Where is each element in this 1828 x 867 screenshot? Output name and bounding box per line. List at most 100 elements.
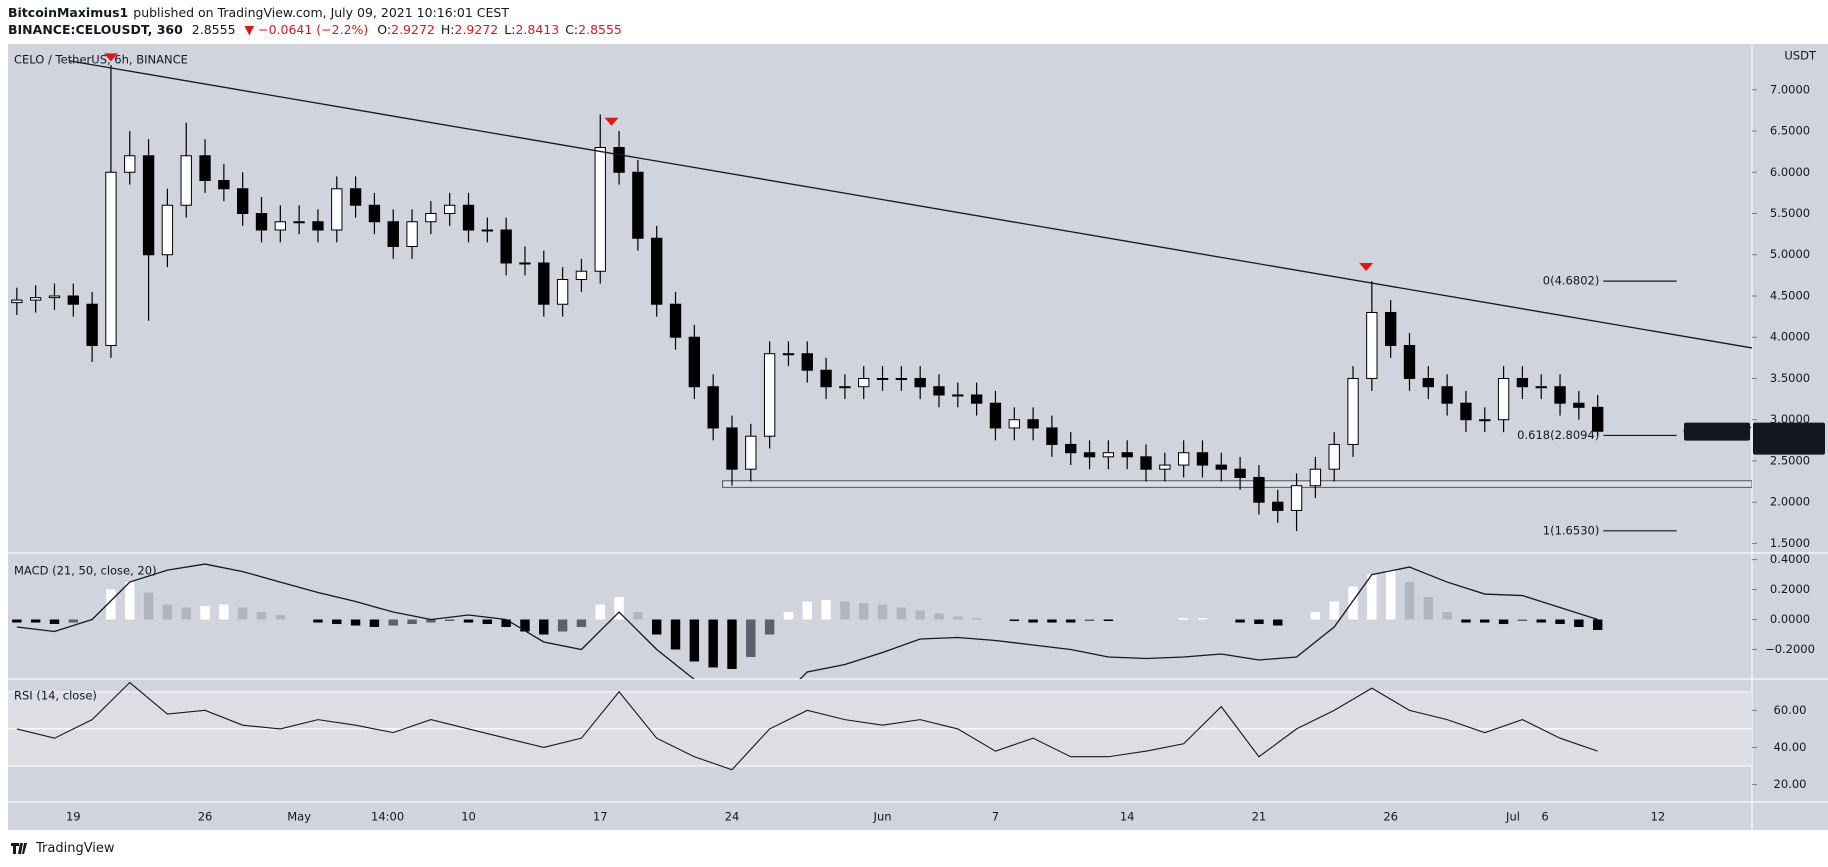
candle-body [48,295,61,299]
macd-histogram-bar [840,601,850,620]
macd-histogram-bar [1517,619,1528,622]
macd-histogram-bar [670,619,681,650]
macd-histogram-bar [915,610,925,620]
macd-histogram-bar [1423,597,1434,620]
candle-body [1497,377,1510,421]
candle-body [1403,344,1416,379]
x-tick-label: Jun [873,810,892,824]
candle-body [989,402,1002,429]
macd-histogram-bar [30,619,41,623]
macd-histogram-bar [68,619,79,623]
macd-histogram-bar [1592,619,1603,631]
candle-body [1290,485,1303,511]
price-tag [1753,422,1825,455]
candle-body [1366,311,1378,379]
y-tick-label: 4.5000 [1770,288,1810,302]
macd-histogram-bar [256,612,267,620]
candle-body [1140,456,1152,470]
y-tick-label: 2.5000 [1770,453,1810,467]
macd-histogram-bar [746,619,756,657]
candle-body [1046,427,1058,445]
candle-body [895,377,908,380]
macd-histogram-bar [463,619,474,623]
macd-histogram-bar [652,619,662,635]
macd-histogram-bar [200,606,210,620]
macd-histogram-bar [219,604,229,620]
candle-body [67,295,79,305]
pane-layer [16,681,1598,771]
macd-histogram-bar [1480,619,1490,623]
candle-body [1065,443,1077,454]
candle-body [481,229,494,232]
macd-histogram-bar [1348,586,1358,620]
macd-histogram-bar [501,619,511,628]
macd-histogram-bar [426,619,436,623]
y-tick-label: 5.5000 [1770,206,1810,220]
ohlc-label: C: [565,22,579,37]
macd-histogram-bar [332,619,342,625]
macd-histogram-bar [1273,619,1283,626]
y-tick-label: 6.5000 [1770,124,1810,138]
support-zone [722,480,1752,488]
candle-body [726,427,738,470]
candle-body [11,299,23,304]
candle-body [651,237,663,305]
fib-label: 0(4.6802) [1543,274,1600,288]
ohlc-label: L: [504,22,516,37]
top-marker [604,117,619,126]
macd-histogram-bar [689,619,700,662]
macd-histogram-bar [1461,619,1471,623]
x-tick-label: 14:00 [371,810,404,824]
macd-histogram-bar [444,619,455,622]
macd-histogram-bar [727,619,737,669]
candle-body [858,377,870,388]
macd-histogram-bar [896,607,907,620]
change: ▼ −0.0641 (−2.2%) [244,22,369,37]
ohlc-value: 2.8413 [515,22,560,37]
x-tick-label: 7 [992,810,999,824]
y-tick-label: 0.4000 [1770,552,1810,566]
x-tick-label: 10 [461,810,476,824]
candle-body [387,221,399,247]
macd-histogram-bar [313,619,323,623]
candle-body [293,221,305,224]
macd-histogram-bar [708,619,718,668]
macd-histogram-bar [576,619,587,628]
candle-body [669,303,682,338]
x-tick-label: 26 [1383,810,1398,824]
macd-histogram-bar [595,604,605,620]
y-tick-label: 0.0000 [1770,612,1810,626]
candle-body [1309,468,1322,487]
author: BitcoinMaximus1 [8,5,129,20]
macd-histogram-bar [859,603,869,620]
x-tick-label: 17 [593,810,608,824]
candle-body [1535,386,1547,389]
candle-body [1177,452,1190,466]
candle-body [406,221,418,247]
y-tick-label: 1.5000 [1770,536,1810,550]
candle-body [368,204,381,223]
candle-body [199,155,211,182]
candle-body [970,394,983,404]
candle-body [820,369,832,388]
y-tick-label: 0.2000 [1770,582,1810,596]
macd-histogram-bar [614,597,624,620]
candle-body [1272,501,1284,511]
pane-layer [12,563,1603,679]
x-tick-label: May [287,810,311,824]
macd-histogram-bar [783,612,794,620]
candle-body [500,229,512,264]
candle-body [688,336,701,388]
candle-body [1460,402,1472,421]
candle-body [142,155,155,256]
macd-histogram-bar [539,619,549,635]
macd-histogram-bar [802,601,812,620]
candle-body [1083,452,1096,458]
footer: TradingView [10,840,115,856]
macd-histogram-bar [1498,619,1509,625]
candle-body [538,262,550,305]
candle-body [782,353,795,356]
macd-histogram-bar [125,582,135,620]
candle-body [1196,452,1209,466]
candle-body [763,353,776,437]
